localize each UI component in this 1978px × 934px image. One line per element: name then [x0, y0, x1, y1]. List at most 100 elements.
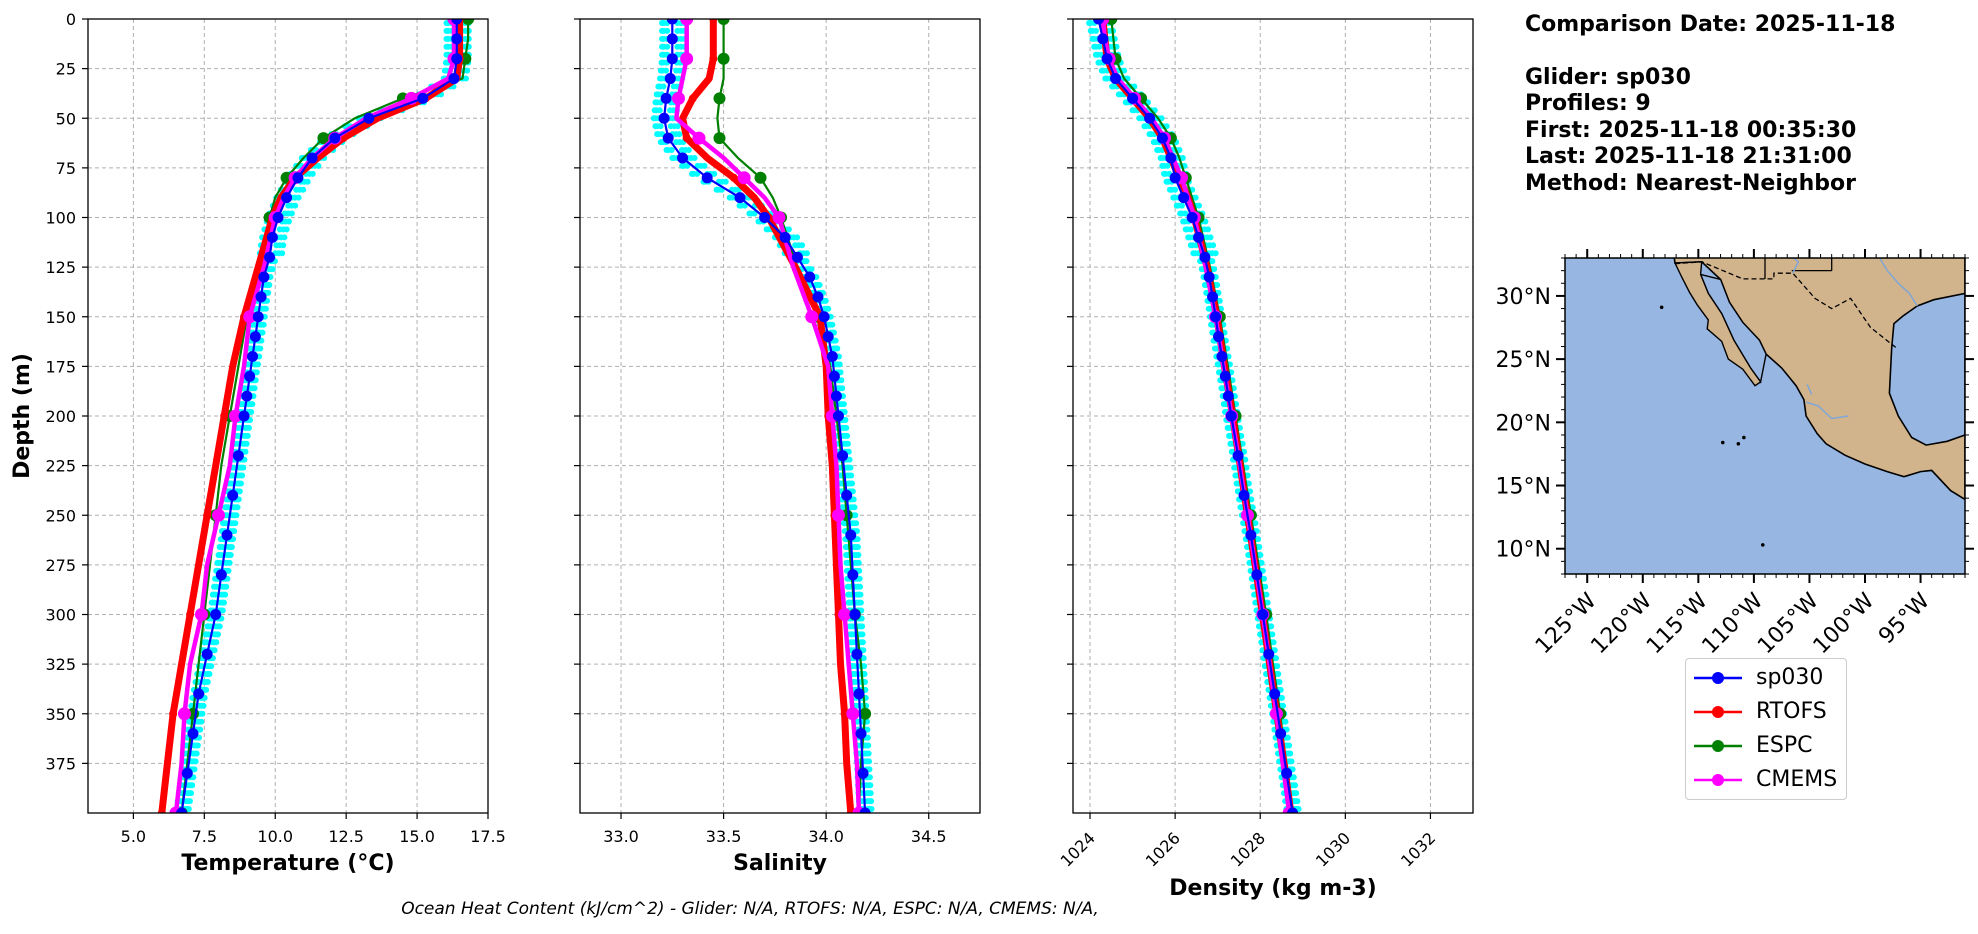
map-lat-label: 25°N: [1496, 348, 1551, 373]
point-cmems: [680, 19, 694, 26]
glider-raw-point: [1121, 67, 1128, 74]
glider-raw-point: [785, 226, 792, 233]
glider-raw-point: [211, 583, 218, 590]
point-sp030: [1287, 807, 1299, 813]
point-rtofs: [203, 511, 212, 520]
point-sp030: [249, 331, 261, 343]
glider-raw-point: [225, 544, 232, 551]
point-sp030: [701, 172, 713, 184]
glider-raw-point: [1184, 226, 1191, 233]
series-line-rtofs: [158, 19, 464, 813]
point-sp030: [666, 33, 678, 45]
point-sp030: [677, 152, 689, 164]
glider-raw-point: [464, 67, 471, 74]
legend-label-rtofs: RTOFS: [1756, 699, 1827, 724]
plot-area: [157, 19, 475, 813]
glider-raw-point: [1138, 115, 1145, 122]
y-tick-label: 125: [45, 258, 76, 277]
glider-raw-point: [462, 75, 469, 82]
island: [1659, 305, 1664, 310]
glider-raw-point: [659, 67, 666, 74]
glider-raw-point: [1087, 19, 1094, 26]
glider-raw-point: [1092, 43, 1099, 50]
y-tick-label: 300: [45, 606, 76, 625]
point-sp030: [662, 132, 674, 144]
glider-raw-point: [849, 520, 856, 527]
point-sp030: [238, 410, 250, 422]
glider-raw-point: [839, 424, 846, 431]
glider-raw-point: [1117, 91, 1124, 98]
point-sp030: [830, 390, 842, 402]
y-tick-label: 75: [56, 159, 76, 178]
glider-raw-point: [843, 464, 850, 471]
point-sp030: [1097, 33, 1109, 45]
point-sp030: [451, 53, 463, 65]
river: [1806, 384, 1813, 395]
glider-raw-point: [293, 186, 300, 193]
point-espc: [717, 19, 730, 25]
glider-raw-point: [304, 178, 311, 185]
glider-raw-point: [846, 591, 853, 598]
point-rtofs: [688, 94, 697, 103]
river: [1878, 258, 1918, 307]
glider-raw-point: [280, 242, 287, 249]
point-sp030: [759, 212, 771, 223]
glider-raw-point: [1192, 194, 1199, 201]
point-sp030: [266, 231, 278, 243]
point-cmems: [243, 310, 257, 324]
point-sp030: [1178, 192, 1190, 204]
glider-raw-point: [295, 194, 302, 201]
point-sp030: [1210, 311, 1222, 323]
point-rtofs: [157, 809, 166, 813]
y-tick-label: 0: [66, 10, 76, 29]
point-cmems: [772, 211, 786, 224]
y-tick-label: 150: [45, 308, 76, 327]
point-sp030: [826, 350, 838, 362]
glider-raw-point: [445, 35, 452, 42]
point-sp030: [841, 489, 853, 501]
point-sp030: [849, 609, 861, 620]
x-tick-label: 33.5: [706, 827, 742, 846]
glider-raw-point: [1212, 250, 1219, 257]
point-sp030: [1275, 728, 1287, 740]
map-lon-label: 120°W: [1586, 588, 1657, 659]
first-time: First: 2025-11-18 00:35:30: [1525, 117, 1857, 143]
point-sp030: [221, 529, 233, 541]
x-tick-label: 5.0: [121, 827, 146, 846]
point-sp030: [1257, 609, 1269, 620]
glider-raw-point: [288, 210, 295, 217]
point-sp030: [804, 271, 816, 283]
glider-raw-point: [657, 83, 664, 90]
point-sp030: [1199, 251, 1211, 263]
point-sp030: [734, 192, 746, 204]
glider-raw-point: [832, 361, 839, 368]
glider-raw-point: [1221, 401, 1228, 408]
point-sp030: [1110, 73, 1122, 85]
glider-raw-point: [840, 504, 847, 511]
y-tick-label: 325: [45, 655, 76, 674]
glider-raw-point: [690, 170, 697, 177]
legend-label-espc: ESPC: [1756, 733, 1813, 758]
series-line-cmems: [173, 19, 457, 813]
glider-raw-point: [799, 242, 806, 249]
point-sp030: [859, 807, 871, 813]
glider-raw-point: [285, 202, 292, 209]
map-area: [1659, 258, 1965, 547]
glider-raw-point: [1091, 35, 1098, 42]
ohc-footer: Ocean Heat Content (kJ/cm^2) - Glider: N…: [401, 899, 1099, 919]
glider-raw-point: [279, 250, 286, 257]
glider-raw-point: [445, 27, 452, 34]
map-lat-label: 20°N: [1496, 411, 1551, 436]
map-lon-label: 95°W: [1874, 588, 1935, 649]
glider-raw-point: [794, 234, 801, 241]
x-axis-label: Salinity: [733, 851, 827, 876]
point-sp030: [417, 92, 429, 104]
glider-raw-point: [864, 798, 871, 805]
glider-raw-point: [658, 75, 665, 82]
glider-raw-point: [1168, 186, 1175, 193]
info-block: Comparison Date: 2025-11-18 Glider: sp03…: [1525, 12, 1895, 197]
glider-raw-point: [216, 551, 223, 558]
y-tick-label: 25: [56, 60, 76, 79]
glider-raw-point: [309, 170, 316, 177]
point-cmems: [805, 310, 819, 324]
